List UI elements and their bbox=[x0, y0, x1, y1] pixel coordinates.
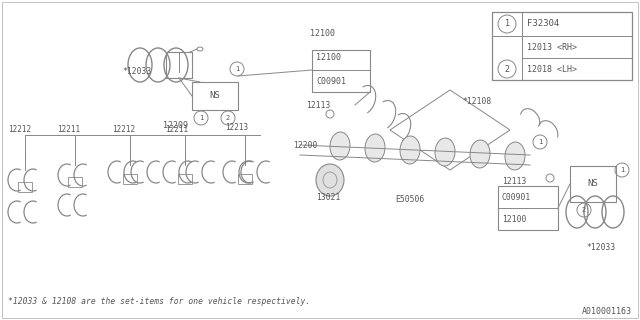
Text: *12033: *12033 bbox=[586, 244, 615, 252]
Bar bbox=[18, 182, 32, 192]
Text: NS: NS bbox=[588, 180, 598, 188]
Text: 1: 1 bbox=[620, 167, 624, 173]
Text: F32304: F32304 bbox=[527, 20, 559, 28]
Text: 2: 2 bbox=[504, 65, 509, 74]
Text: E50506: E50506 bbox=[395, 196, 424, 204]
Text: *12033: *12033 bbox=[122, 67, 151, 76]
Ellipse shape bbox=[316, 164, 344, 196]
Bar bbox=[492, 12, 632, 80]
Ellipse shape bbox=[400, 136, 420, 164]
Bar bbox=[498, 186, 558, 230]
Bar bbox=[312, 50, 370, 92]
Ellipse shape bbox=[365, 134, 385, 162]
Text: 12211: 12211 bbox=[165, 125, 188, 134]
Text: C00901: C00901 bbox=[316, 76, 346, 85]
Bar bbox=[123, 174, 137, 184]
Text: *12033 & 12108 are the set-items for one vehicle respectively.: *12033 & 12108 are the set-items for one… bbox=[8, 298, 310, 307]
Text: 12100: 12100 bbox=[310, 29, 335, 38]
Text: 12213: 12213 bbox=[225, 124, 248, 132]
Bar bbox=[68, 177, 82, 187]
Text: 1: 1 bbox=[538, 139, 542, 145]
Text: 12113: 12113 bbox=[306, 100, 330, 109]
Text: 1: 1 bbox=[504, 20, 509, 28]
Text: 1: 1 bbox=[235, 66, 239, 72]
Text: 12200: 12200 bbox=[293, 140, 317, 149]
Ellipse shape bbox=[505, 142, 525, 170]
Text: 1: 1 bbox=[199, 115, 203, 121]
Text: 12018 <LH>: 12018 <LH> bbox=[527, 65, 577, 74]
Text: A010001163: A010001163 bbox=[582, 308, 632, 316]
Text: 12013 <RH>: 12013 <RH> bbox=[527, 43, 577, 52]
Text: 13021: 13021 bbox=[316, 194, 340, 203]
Text: NS: NS bbox=[210, 92, 220, 100]
Text: 12212: 12212 bbox=[112, 125, 135, 134]
Text: 12212: 12212 bbox=[8, 125, 31, 134]
Text: 2: 2 bbox=[226, 115, 230, 121]
Text: C00901: C00901 bbox=[502, 193, 531, 202]
Bar bbox=[570, 166, 616, 202]
Text: *12108: *12108 bbox=[462, 98, 492, 107]
Bar bbox=[166, 52, 192, 78]
Ellipse shape bbox=[470, 140, 490, 168]
Bar bbox=[192, 82, 238, 110]
Ellipse shape bbox=[330, 132, 350, 160]
Text: 12211: 12211 bbox=[57, 125, 80, 134]
Text: 12100: 12100 bbox=[316, 53, 341, 62]
Text: 12113: 12113 bbox=[502, 178, 526, 187]
Bar bbox=[178, 174, 192, 184]
Ellipse shape bbox=[435, 138, 455, 166]
Text: 12209: 12209 bbox=[163, 122, 188, 131]
Text: 2: 2 bbox=[582, 207, 586, 213]
Text: 12100: 12100 bbox=[502, 214, 526, 223]
Bar bbox=[238, 174, 252, 184]
